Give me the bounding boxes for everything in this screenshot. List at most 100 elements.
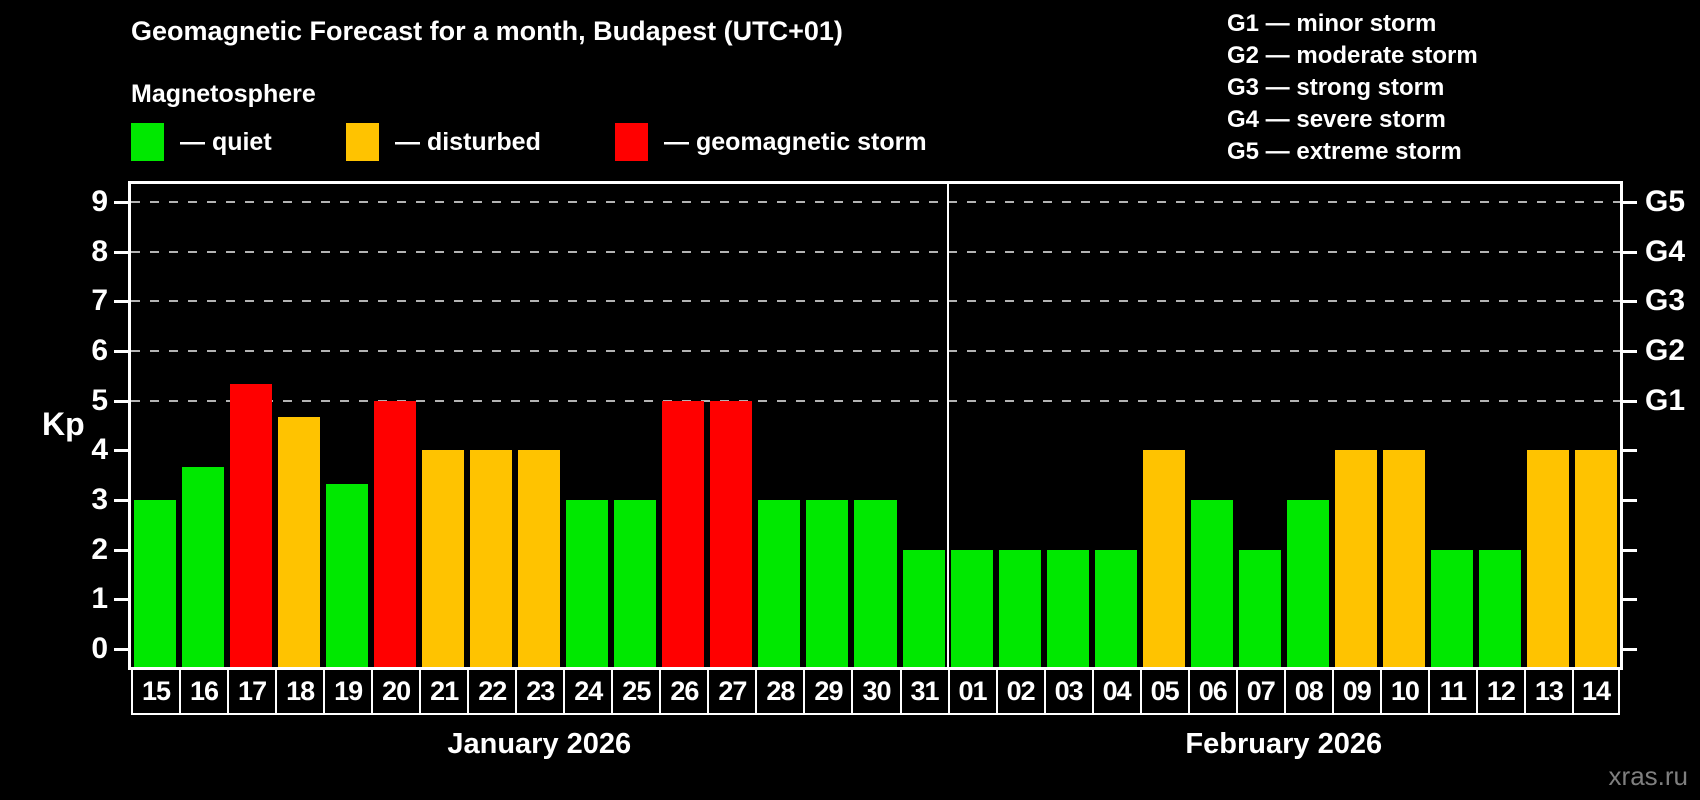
disturbed-color-swatch (346, 123, 379, 161)
y-tick-label-5: 5 (91, 383, 108, 417)
y-tick-1 (114, 598, 128, 602)
gridline-kp5 (131, 399, 1620, 402)
day-label-15: 15 (131, 668, 182, 715)
page-title: Geomagnetic Forecast for a month, Budape… (131, 16, 843, 46)
right-tick-9 (1623, 200, 1637, 204)
day-label-29: 29 (803, 668, 854, 715)
kp-bar-02 (998, 549, 1041, 667)
y-tick-label-8: 8 (91, 234, 108, 268)
g-label-g4: G4 (1645, 234, 1686, 268)
kp-bar-01 (950, 549, 993, 667)
kp-bar-09 (1334, 450, 1377, 667)
kp-bar-17 (230, 384, 273, 667)
y-tick-0 (114, 648, 128, 652)
gridline-kp6 (131, 349, 1620, 352)
kp-bar-29 (806, 500, 849, 667)
kp-bar-14 (1574, 450, 1617, 667)
g-legend-line-g1: G1 — minor storm (1227, 10, 1437, 37)
y-tick-9 (114, 200, 128, 204)
g-legend-line-g2: G2 — moderate storm (1227, 42, 1478, 69)
y-tick-7 (114, 300, 128, 304)
day-label-01: 01 (947, 668, 998, 715)
g-label-g3: G3 (1645, 284, 1686, 318)
month-label-january: January 2026 (447, 728, 632, 760)
kp-bar-04 (1094, 549, 1137, 667)
right-tick-6 (1623, 349, 1637, 353)
kp-bar-19 (326, 483, 369, 667)
day-label-13: 13 (1523, 668, 1574, 715)
day-label-31: 31 (899, 668, 950, 715)
kp-bar-16 (182, 466, 225, 667)
right-tick-3 (1623, 499, 1637, 503)
watermark: xras.ru (1608, 761, 1688, 791)
day-label-28: 28 (755, 668, 806, 715)
y-tick-label-1: 1 (91, 582, 108, 616)
kp-bar-27 (710, 400, 753, 667)
day-label-17: 17 (227, 668, 278, 715)
day-label-09: 09 (1331, 668, 1382, 715)
kp-bar-05 (1142, 450, 1185, 667)
y-axis-title: Kp (42, 406, 85, 442)
g-label-g5: G5 (1645, 184, 1686, 218)
y-tick-label-2: 2 (91, 532, 108, 566)
gridline-kp8 (131, 250, 1620, 253)
kp-bar-30 (854, 500, 897, 667)
right-tick-1 (1623, 598, 1637, 602)
kp-bar-11 (1430, 549, 1473, 667)
day-label-07: 07 (1235, 668, 1286, 715)
y-tick-label-6: 6 (91, 333, 108, 367)
day-label-30: 30 (851, 668, 902, 715)
g-legend-line-g4: G4 — severe storm (1227, 106, 1446, 133)
day-label-25: 25 (611, 668, 662, 715)
kp-bar-26 (662, 400, 705, 667)
legend-item-disturbed: — disturbed (346, 121, 541, 163)
kp-bar-03 (1046, 549, 1089, 667)
day-label-24: 24 (563, 668, 614, 715)
legend-label-disturbed: — disturbed (395, 127, 541, 156)
kp-bar-06 (1190, 500, 1233, 667)
kp-bar-25 (614, 500, 657, 667)
day-label-23: 23 (515, 668, 566, 715)
g-legend-line-g3: G3 — strong storm (1227, 74, 1445, 101)
right-tick-5 (1623, 399, 1637, 403)
day-label-26: 26 (659, 668, 710, 715)
kp-bar-24 (566, 500, 609, 667)
kp-bar-31 (902, 549, 945, 667)
day-label-12: 12 (1475, 668, 1526, 715)
day-label-08: 08 (1283, 668, 1334, 715)
y-tick-label-7: 7 (91, 284, 108, 318)
day-label-03: 03 (1043, 668, 1094, 715)
kp-bar-12 (1478, 549, 1521, 667)
kp-bar-08 (1286, 500, 1329, 667)
day-label-19: 19 (323, 668, 374, 715)
kp-bar-07 (1238, 549, 1281, 667)
y-tick-label-4: 4 (91, 433, 108, 467)
g-label-g1: G1 (1645, 383, 1686, 417)
kp-bar-18 (278, 417, 321, 667)
y-tick-8 (114, 250, 128, 254)
day-label-11: 11 (1427, 668, 1478, 715)
quiet-color-swatch (131, 123, 164, 161)
legend-item-storm: — geomagnetic storm (615, 121, 927, 163)
plot-area (128, 181, 1623, 670)
kp-bar-13 (1526, 450, 1569, 667)
right-tick-0 (1623, 648, 1637, 652)
kp-bar-21 (422, 450, 465, 667)
y-tick-3 (114, 499, 128, 503)
kp-bar-10 (1382, 450, 1425, 667)
storm-color-swatch (615, 123, 648, 161)
legend-label-quiet: — quiet (180, 127, 272, 156)
gridline-kp7 (131, 300, 1620, 303)
legend-item-quiet: — quiet (131, 121, 272, 163)
day-label-05: 05 (1139, 668, 1190, 715)
day-label-20: 20 (371, 668, 422, 715)
chart-subtitle: Magnetosphere (131, 80, 316, 108)
right-tick-7 (1623, 300, 1637, 304)
gridline-kp9 (131, 200, 1620, 203)
kp-bar-22 (470, 450, 513, 667)
day-label-27: 27 (707, 668, 758, 715)
y-tick-4 (114, 449, 128, 453)
kp-bar-28 (758, 500, 801, 667)
g-scale-legend: G1 — minor storm G2 — moderate storm G3 … (1227, 8, 1478, 168)
